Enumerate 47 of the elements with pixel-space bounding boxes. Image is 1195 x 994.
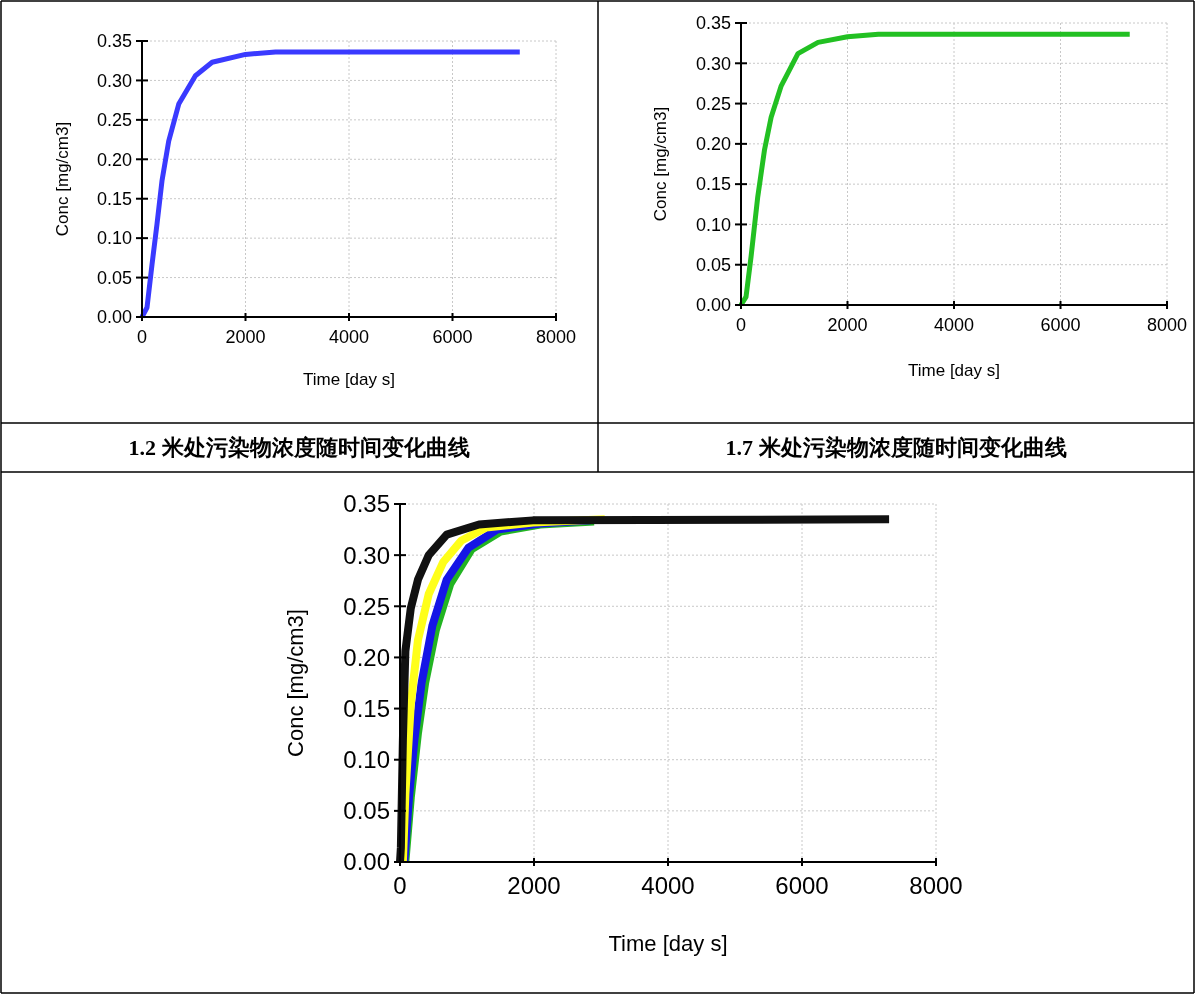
y-tick-label: 0.00 [96, 307, 132, 328]
y-tick-label: 0.20 [695, 134, 731, 155]
y-tick-label: 0.35 [96, 31, 132, 52]
x-tick-label: 8000 [535, 327, 577, 347]
y-tick-label: 0.35 [343, 490, 390, 518]
x-tick-label: 4000 [933, 315, 975, 335]
y-tick-label: 0.25 [695, 93, 731, 114]
x-tick-label: 4000 [328, 327, 370, 347]
x-tick-label: 2000 [225, 327, 266, 347]
y-tick-label: 0.25 [343, 592, 390, 620]
y-tick-label: 0.15 [695, 174, 731, 195]
x-tick-label: 6000 [775, 872, 829, 899]
y-tick-label: 0.10 [695, 214, 731, 235]
y-tick-label: 0.00 [343, 848, 390, 876]
y-tick-label: 0.05 [695, 255, 731, 276]
y-tick-label: 0.20 [343, 643, 390, 671]
x-axis-title: Time [day s] [303, 370, 395, 389]
x-tick-label: 6000 [1040, 315, 1081, 335]
y-tick-label: 0.15 [343, 694, 390, 722]
x-tick-label: 2000 [827, 315, 868, 335]
y-axis-title: Conc [mg/cm3] [53, 121, 72, 237]
y-tick-label: 0.05 [343, 797, 390, 825]
y-tick-label: 0.25 [96, 110, 132, 131]
x-tick-label: 6000 [432, 327, 473, 347]
y-tick-label: 0.30 [96, 70, 132, 91]
y-tick-label: 0.30 [343, 541, 390, 569]
y-tick-label: 0.35 [695, 13, 731, 34]
y-tick-label: 0.20 [96, 149, 132, 170]
y-axis-title: Conc [mg/cm3] [283, 609, 308, 757]
text: 1.7 米处污染物浓度随时间变化曲线 [725, 435, 1067, 460]
x-axis-title: Time [day s] [908, 361, 1000, 380]
x-tick-label: 4000 [641, 872, 695, 899]
y-tick-label: 0.30 [695, 53, 731, 74]
y-tick-label: 0.10 [96, 228, 132, 249]
y-tick-label: 0.00 [695, 295, 731, 316]
y-tick-label: 0.15 [96, 189, 132, 210]
x-tick-label: 2000 [507, 872, 561, 899]
x-tick-label: 0 [735, 315, 747, 335]
x-tick-label: 0 [136, 327, 148, 347]
y-tick-label: 0.05 [96, 267, 132, 288]
x-tick-label: 8000 [1146, 315, 1188, 335]
x-tick-label: 0 [393, 872, 407, 899]
text: 1.2 米处污染物浓度随时间变化曲线 [128, 435, 470, 460]
y-axis-title: Conc [mg/cm3] [651, 106, 670, 222]
y-tick-label: 0.10 [343, 746, 390, 774]
x-tick-label: 8000 [909, 872, 963, 899]
x-axis-title: Time [day s] [608, 931, 728, 956]
